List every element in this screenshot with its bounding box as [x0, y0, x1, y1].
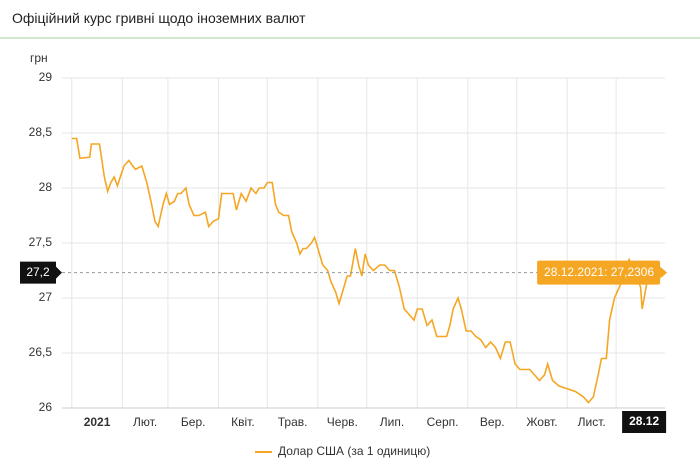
x-tick-label: Лют. [133, 415, 157, 429]
legend-label: Долар США (за 1 одиницю) [278, 444, 430, 458]
header-title: Офіційний курс гривні щодо іноземних вал… [0, 0, 700, 39]
y-axis-label: грн [30, 51, 48, 65]
tooltip-arrow [660, 266, 668, 279]
y-tick-label: 26,5 [29, 345, 53, 359]
y-tick-label: 28 [39, 180, 53, 194]
x-crosshair-label: 28.12 [629, 414, 659, 428]
x-tick-label: Лип. [380, 415, 404, 429]
x-tick-label: Вер. [480, 415, 505, 429]
x-tick-label: Бер. [181, 415, 206, 429]
y-tick-label: 27,5 [29, 235, 53, 249]
x-tick-label: Жовт. [526, 415, 557, 429]
y-tick-label: 27 [39, 290, 53, 304]
x-tick-label: 2021 [84, 415, 111, 429]
x-tick-label: Трав. [278, 415, 308, 429]
y-crosshair-box [20, 261, 56, 284]
y-crosshair-label: 27,2 [26, 265, 50, 279]
x-tick-label: Лист. [578, 415, 606, 429]
x-tick-label: Квіт. [231, 415, 255, 429]
tooltip-box [537, 260, 661, 285]
series-line [71, 137, 661, 404]
x-crosshair-box [622, 411, 667, 433]
y-crosshair-arrow [56, 266, 62, 279]
tooltip-label: 28.12.2021: 27,2306 [544, 265, 654, 279]
x-tick-label: Серп. [427, 415, 459, 429]
chart: грн 26 26,5 27 27,5 28 28,5 29 2021 Лют. Бер. Квіт… [20, 51, 668, 458]
y-tick-label: 28,5 [29, 125, 53, 139]
y-tick-label: 26 [39, 400, 53, 414]
x-tick-label: Черв. [327, 415, 358, 429]
y-tick-label: 29 [39, 70, 53, 84]
